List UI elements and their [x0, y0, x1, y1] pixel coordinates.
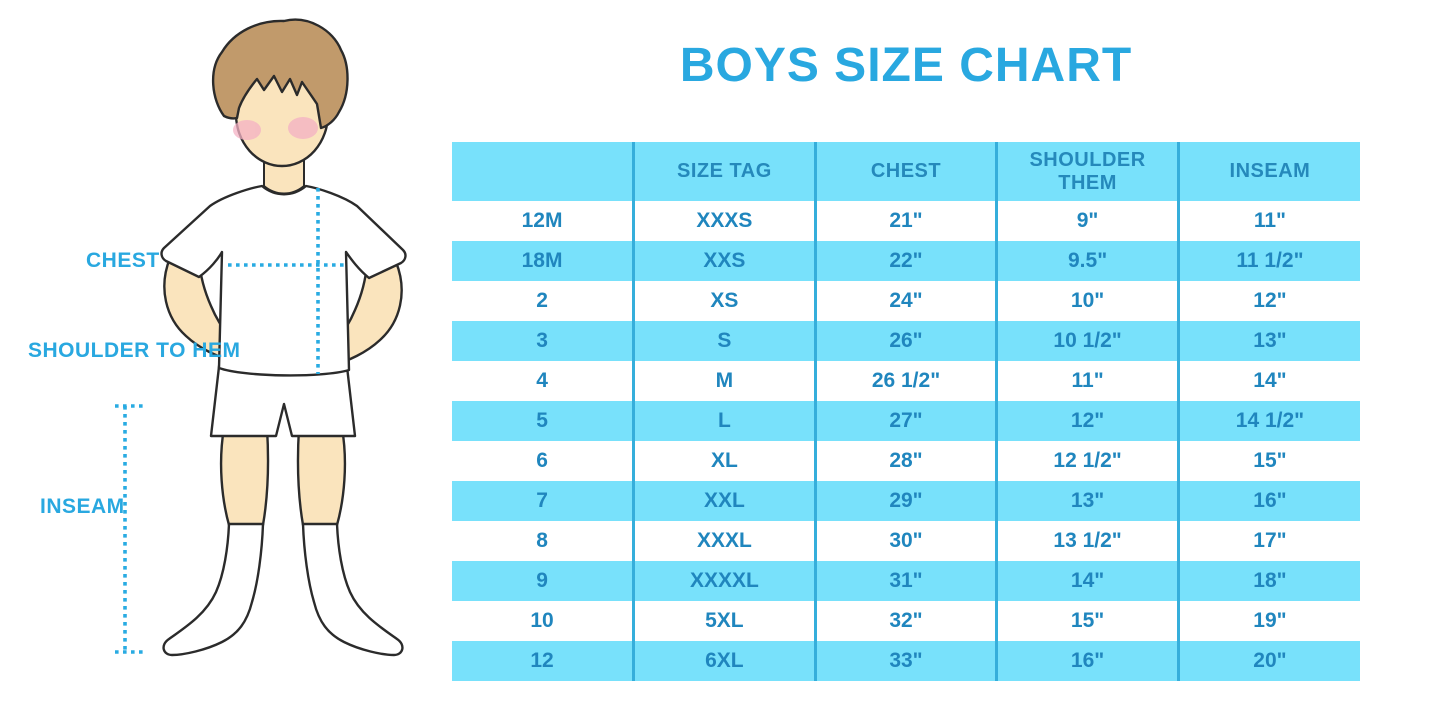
table-cell: 5XL	[632, 601, 816, 641]
table-cell: 14 1/2"	[1176, 401, 1360, 441]
row-size-label: 9	[452, 561, 634, 601]
table-cell: 11"	[995, 361, 1179, 401]
row-size-label: 5	[452, 401, 634, 441]
table-cell: 6XL	[632, 641, 816, 681]
shoulder-to-hem-label: SHOULDER TO HEM	[28, 339, 241, 362]
table-cell: XXXXL	[632, 561, 816, 601]
title-wrap: BOYS SIZE CHART	[452, 38, 1360, 93]
row-size-label: 7	[452, 481, 634, 521]
page-title: BOYS SIZE CHART	[679, 39, 1133, 92]
right-sock	[301, 522, 404, 657]
table-row: 12M XXXS 21" 9" 11"	[452, 201, 1360, 241]
col-header-size	[452, 142, 634, 201]
table-cell: 26"	[813, 321, 997, 361]
table-cell: 19"	[1176, 601, 1360, 641]
table-cell: 17"	[1176, 521, 1360, 561]
table-row: 5 L 27" 12" 14 1/2"	[452, 401, 1360, 441]
table-row: 3 S 26" 10 1/2" 13"	[452, 321, 1360, 361]
table-cell: 15"	[995, 601, 1179, 641]
table-cell: 24"	[813, 281, 997, 321]
table-cell: 12 1/2"	[995, 441, 1179, 481]
table-row: 9 XXXXL 31" 14" 18"	[452, 561, 1360, 601]
row-size-label: 12M	[452, 201, 634, 241]
left-sock	[162, 522, 265, 657]
table-cell: XXS	[632, 241, 816, 281]
table-header-row: SIZE TAG CHEST SHOULDER THEM INSEAM	[452, 142, 1360, 201]
table-cell: 16"	[995, 641, 1179, 681]
table-cell: L	[632, 401, 816, 441]
right-leg	[296, 426, 347, 527]
figure-wrap: CHEST SHOULDER TO HEM INSEAM	[0, 0, 450, 723]
table-cell: 16"	[1176, 481, 1360, 521]
table-cell: 13"	[995, 481, 1179, 521]
table-row: 7 XXL 29" 13" 16"	[452, 481, 1360, 521]
table-row: 4 M 26 1/2" 11" 14"	[452, 361, 1360, 401]
size-table-body: 12M XXXS 21" 9" 11" 18M XXS 22" 9.5" 11 1/2" 2 XS 24…	[452, 201, 1360, 681]
table-cell: 29"	[813, 481, 997, 521]
table-cell: 20"	[1176, 641, 1360, 681]
table-cell: XXXL	[632, 521, 816, 561]
col-header-size-tag: SIZE TAG	[632, 142, 816, 201]
row-size-label: 8	[452, 521, 634, 561]
inseam-label: INSEAM	[40, 495, 125, 518]
table-cell: 13 1/2"	[995, 521, 1179, 561]
hair	[211, 18, 349, 130]
table-cell: 14"	[995, 561, 1179, 601]
table-cell: 12"	[995, 401, 1179, 441]
row-size-label: 10	[452, 601, 634, 641]
table-row: 10 5XL 32" 15" 19"	[452, 601, 1360, 641]
table-cell: 26 1/2"	[813, 361, 997, 401]
table-cell: 13"	[1176, 321, 1360, 361]
table-cell: 31"	[813, 561, 997, 601]
table-cell: 30"	[813, 521, 997, 561]
table-cell: 10"	[995, 281, 1179, 321]
table-cell: 15"	[1176, 441, 1360, 481]
table-cell: 18"	[1176, 561, 1360, 601]
table-row: 6 XL 28" 12 1/2" 15"	[452, 441, 1360, 481]
table-cell: XS	[632, 281, 816, 321]
left-cheek-blush	[233, 120, 261, 140]
table-cell: 9.5"	[995, 241, 1179, 281]
right-cheek-blush	[288, 117, 318, 139]
table-cell: 14"	[1176, 361, 1360, 401]
table-cell: 27"	[813, 401, 997, 441]
table-cell: 9"	[995, 201, 1179, 241]
row-size-label: 18M	[452, 241, 634, 281]
row-size-label: 3	[452, 321, 634, 361]
table-row: 18M XXS 22" 9.5" 11 1/2"	[452, 241, 1360, 281]
table-row: 8 XXXL 30" 13 1/2" 17"	[452, 521, 1360, 561]
col-header-shoulder: SHOULDER THEM	[995, 142, 1179, 201]
chest-label: CHEST	[86, 249, 160, 272]
table-cell: XL	[632, 441, 816, 481]
table-row: 12 6XL 33" 16" 20"	[452, 641, 1360, 681]
table-cell: M	[632, 361, 816, 401]
table-cell: 10 1/2"	[995, 321, 1179, 361]
table-cell: S	[632, 321, 816, 361]
table-cell: 33"	[813, 641, 997, 681]
boy-illustration	[115, 18, 407, 657]
table-row: 2 XS 24" 10" 12"	[452, 281, 1360, 321]
row-size-label: 2	[452, 281, 634, 321]
table-cell: XXL	[632, 481, 816, 521]
row-size-label: 4	[452, 361, 634, 401]
table-cell: 11"	[1176, 201, 1360, 241]
size-chart-table: SIZE TAG CHEST SHOULDER THEM INSEAM 12M X…	[452, 142, 1360, 681]
table-cell: 12"	[1176, 281, 1360, 321]
table-cell: 21"	[813, 201, 997, 241]
col-header-inseam: INSEAM	[1176, 142, 1360, 201]
t-shirt	[160, 184, 407, 377]
left-leg	[219, 426, 270, 527]
row-size-label: 12	[452, 641, 634, 681]
col-header-chest: CHEST	[813, 142, 997, 201]
table-cell: XXXS	[632, 201, 816, 241]
table-cell: 11 1/2"	[1176, 241, 1360, 281]
row-size-label: 6	[452, 441, 634, 481]
table-cell: 28"	[813, 441, 997, 481]
table-cell: 32"	[813, 601, 997, 641]
table-cell: 22"	[813, 241, 997, 281]
